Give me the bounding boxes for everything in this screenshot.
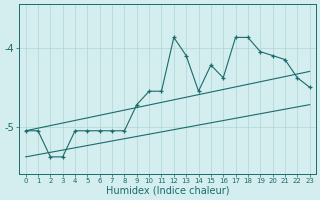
X-axis label: Humidex (Indice chaleur): Humidex (Indice chaleur): [106, 186, 229, 196]
